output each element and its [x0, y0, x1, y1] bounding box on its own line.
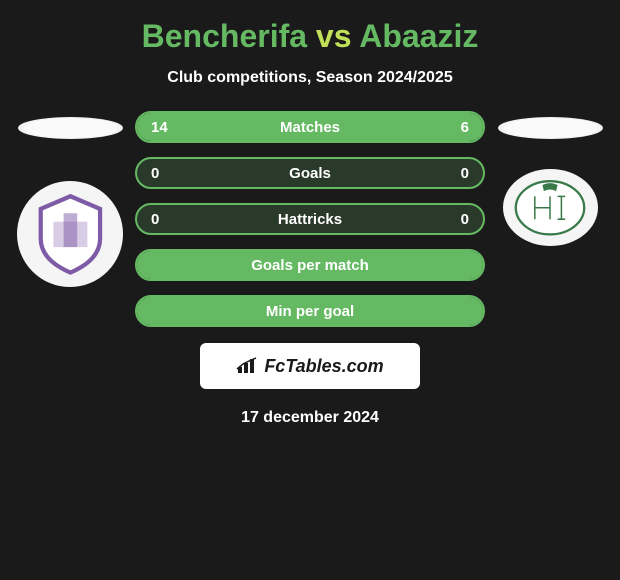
stat-label: Matches [280, 119, 340, 136]
stat-value-left: 0 [151, 211, 159, 228]
stat-row: Goals per match [135, 249, 485, 281]
stat-value-right: 0 [461, 165, 469, 182]
main-area: 14 6 Matches 0 0 Goals 0 0 Hattricks Goals per ma… [0, 111, 620, 327]
subtitle: Club competitions, Season 2024/2025 [0, 69, 620, 87]
stat-label: Hattricks [278, 211, 342, 228]
left-ellipse [18, 117, 123, 139]
stat-row: Min per goal [135, 295, 485, 327]
player2-name: Abaaziz [359, 18, 478, 54]
right-column [491, 111, 609, 246]
stat-label: Goals per match [251, 257, 369, 274]
left-column [11, 111, 129, 287]
stat-label: Goals [289, 165, 331, 182]
vs-text: vs [316, 18, 352, 54]
stat-fill-left [137, 113, 379, 141]
brand-box: FcTables.com [200, 343, 420, 389]
stat-row: 0 0 Hattricks [135, 203, 485, 235]
stat-label: Min per goal [266, 303, 354, 320]
stat-value-right: 6 [461, 119, 469, 136]
stat-row: 0 0 Goals [135, 157, 485, 189]
stat-value-right: 0 [461, 211, 469, 228]
team-badge-right [503, 169, 598, 246]
right-ellipse [498, 117, 603, 139]
stats-column: 14 6 Matches 0 0 Goals 0 0 Hattricks Goals per ma… [135, 111, 485, 327]
shield-icon [28, 192, 113, 277]
stat-value-left: 14 [151, 119, 168, 136]
player1-name: Bencherifa [142, 18, 307, 54]
brand-text: FcTables.com [264, 356, 383, 377]
chart-icon [236, 357, 260, 375]
stat-row: 14 6 Matches [135, 111, 485, 143]
comparison-title: Bencherifa vs Abaaziz [0, 18, 620, 55]
stat-value-left: 0 [151, 165, 159, 182]
crest-icon [512, 177, 588, 239]
date-text: 17 december 2024 [0, 409, 620, 427]
team-badge-left [17, 181, 123, 287]
